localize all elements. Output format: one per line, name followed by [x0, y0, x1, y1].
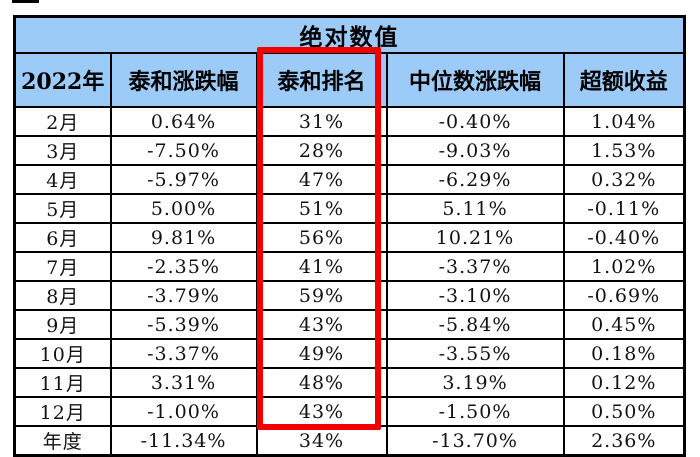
col-header-excess-return: 超额收益 — [562, 52, 686, 108]
cell-median-change: -3.55% — [385, 338, 565, 369]
table-title: 绝对数值 — [13, 15, 686, 54]
cell-taihe-rank: 49% — [255, 338, 388, 369]
table-row: 7月 -2.35% 41% -3.37% 1.02% — [13, 251, 686, 282]
cell-taihe-rank: 43% — [255, 396, 388, 427]
cell-taihe-rank: 47% — [255, 164, 388, 195]
row-label: 2月 — [13, 106, 112, 137]
cell-taihe-change: 0.64% — [109, 106, 258, 137]
cell-median-change: -3.37% — [385, 251, 565, 282]
table-row: 12月 -1.00% 43% -1.50% 0.50% — [13, 396, 686, 427]
top-edge-artifact — [12, 0, 39, 3]
table-title-row: 绝对数值 — [13, 15, 686, 54]
cell-taihe-rank: 41% — [255, 251, 388, 282]
absolute-values-table: 绝对数值 2022年 泰和涨跌幅 泰和排名 中位数涨跌幅 超额收益 2月 0.6… — [13, 15, 687, 457]
cell-taihe-rank: 43% — [255, 309, 388, 340]
table-row: 10月 -3.37% 49% -3.55% 0.18% — [13, 338, 686, 369]
cell-taihe-change: 5.00% — [109, 193, 258, 224]
row-label: 6月 — [13, 222, 112, 253]
table-row: 年度 -11.34% 34% -13.70% 2.36% — [13, 425, 686, 457]
cell-excess-return: -0.69% — [562, 280, 686, 311]
cell-taihe-rank: 31% — [255, 106, 388, 137]
cell-median-change: 10.21% — [385, 222, 565, 253]
cell-excess-return: 0.32% — [562, 164, 686, 195]
cell-median-change: -6.29% — [385, 164, 565, 195]
cell-excess-return: 1.53% — [562, 135, 686, 166]
col-header-taihe-rank: 泰和排名 — [255, 52, 388, 108]
table-row: 6月 9.81% 56% 10.21% -0.40% — [13, 222, 686, 253]
cell-taihe-change: -3.79% — [109, 280, 258, 311]
cell-taihe-rank: 51% — [255, 193, 388, 224]
cell-taihe-change: -11.34% — [109, 425, 258, 457]
cell-taihe-change: 9.81% — [109, 222, 258, 253]
table-row: 9月 -5.39% 43% -5.84% 0.45% — [13, 309, 686, 340]
cell-taihe-change: 3.31% — [109, 367, 258, 398]
row-label: 3月 — [13, 135, 112, 166]
row-label: 9月 — [13, 309, 112, 340]
cell-median-change: 5.11% — [385, 193, 565, 224]
col-header-year: 2022年 — [13, 52, 112, 108]
cell-excess-return: -0.11% — [562, 193, 686, 224]
cell-excess-return: 0.12% — [562, 367, 686, 398]
cell-excess-return: 2.36% — [562, 425, 686, 457]
cell-taihe-change: -2.35% — [109, 251, 258, 282]
cell-taihe-rank: 48% — [255, 367, 388, 398]
row-label: 11月 — [13, 367, 112, 398]
cell-taihe-change: -3.37% — [109, 338, 258, 369]
row-label: 5月 — [13, 193, 112, 224]
cell-taihe-rank: 28% — [255, 135, 388, 166]
cell-excess-return: 0.45% — [562, 309, 686, 340]
cell-taihe-rank: 34% — [255, 425, 388, 457]
cell-median-change: -5.84% — [385, 309, 565, 340]
cell-median-change: -9.03% — [385, 135, 565, 166]
table-row: 5月 5.00% 51% 5.11% -0.11% — [13, 193, 686, 224]
table-row: 3月 -7.50% 28% -9.03% 1.53% — [13, 135, 686, 166]
table-row: 2月 0.64% 31% -0.40% 1.04% — [13, 106, 686, 137]
cell-taihe-change: -7.50% — [109, 135, 258, 166]
cell-taihe-rank: 56% — [255, 222, 388, 253]
cell-excess-return: 0.18% — [562, 338, 686, 369]
table-row: 8月 -3.79% 59% -3.10% -0.69% — [13, 280, 686, 311]
cell-taihe-change: -5.97% — [109, 164, 258, 195]
row-label: 4月 — [13, 164, 112, 195]
table-header-row: 2022年 泰和涨跌幅 泰和排名 中位数涨跌幅 超额收益 — [13, 52, 686, 108]
cell-taihe-rank: 59% — [255, 280, 388, 311]
table-row: 11月 3.31% 48% 3.19% 0.12% — [13, 367, 686, 398]
cell-excess-return: 1.02% — [562, 251, 686, 282]
row-label: 年度 — [13, 425, 112, 457]
row-label: 7月 — [13, 251, 112, 282]
cell-median-change: -13.70% — [385, 425, 565, 457]
table-row: 4月 -5.97% 47% -6.29% 0.32% — [13, 164, 686, 195]
cell-excess-return: -0.40% — [562, 222, 686, 253]
cell-excess-return: 1.04% — [562, 106, 686, 137]
row-label: 10月 — [13, 338, 112, 369]
cell-median-change: -3.10% — [385, 280, 565, 311]
cell-median-change: -0.40% — [385, 106, 565, 137]
col-header-median-change: 中位数涨跌幅 — [385, 52, 565, 108]
cell-excess-return: 0.50% — [562, 396, 686, 427]
cell-median-change: 3.19% — [385, 367, 565, 398]
cell-taihe-change: -1.00% — [109, 396, 258, 427]
cell-median-change: -1.50% — [385, 396, 565, 427]
col-header-taihe-change: 泰和涨跌幅 — [109, 52, 258, 108]
row-label: 8月 — [13, 280, 112, 311]
row-label: 12月 — [13, 396, 112, 427]
cell-taihe-change: -5.39% — [109, 309, 258, 340]
